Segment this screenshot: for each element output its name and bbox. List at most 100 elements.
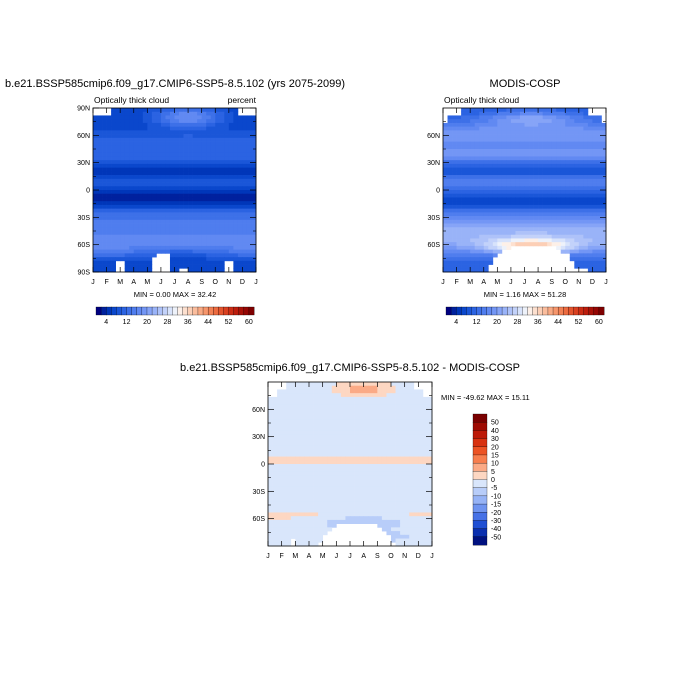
field-cell [574, 190, 580, 195]
field-cell [219, 197, 225, 202]
field-cell [443, 160, 448, 165]
colorbar-swatch [481, 306, 488, 316]
field-cell [336, 486, 342, 491]
field-cell [233, 268, 239, 273]
field-cell [345, 396, 351, 401]
field-cell [309, 482, 314, 487]
field-cell [359, 464, 365, 469]
field-cell [120, 108, 126, 113]
field-cell [340, 426, 346, 431]
field-cell [251, 260, 257, 265]
field-cell [133, 160, 139, 165]
field-cell [210, 208, 216, 213]
field-cell [233, 208, 239, 213]
colorbar-label: 36 [534, 319, 542, 326]
field-cell [596, 152, 602, 157]
field-cell [299, 419, 305, 424]
field-cell [295, 471, 301, 476]
field-cell [322, 478, 328, 483]
field-cell [331, 426, 337, 431]
field-cell [233, 145, 239, 150]
field-cell [133, 141, 139, 146]
field-cell [160, 122, 166, 127]
field-cell [501, 115, 507, 120]
field-cell [215, 111, 221, 116]
field-cell [483, 197, 489, 202]
field-cell [538, 163, 543, 168]
field-cell [219, 260, 225, 265]
field-cell [461, 253, 466, 258]
field-cell [452, 268, 457, 273]
field-cell [197, 242, 203, 247]
field-cell [574, 234, 580, 239]
field-cell [461, 108, 466, 113]
field-cell [596, 231, 602, 236]
field-cell [97, 245, 103, 250]
field-cell [447, 257, 453, 262]
field-cell [120, 238, 126, 243]
field-cell [124, 108, 130, 113]
field-cell [224, 201, 230, 206]
field-cell [169, 145, 175, 150]
field-cell [215, 167, 221, 172]
field-cell [583, 219, 589, 224]
field-cell [215, 137, 221, 142]
field-cell [413, 452, 419, 457]
field-cell [574, 197, 580, 202]
field-cell [533, 156, 539, 161]
field-cell [381, 490, 387, 495]
field-cell [391, 464, 396, 469]
field-cell [565, 197, 571, 202]
field-cell [197, 160, 203, 165]
field-cell [322, 464, 328, 469]
field-cell [479, 264, 485, 269]
field-cell [447, 204, 453, 209]
field-cell [210, 260, 216, 265]
field-cell [501, 197, 507, 202]
field-cell [299, 385, 305, 390]
field-cell [560, 152, 566, 157]
field-cell [237, 260, 243, 265]
field-cell [418, 475, 424, 480]
field-cell [533, 119, 539, 124]
field-cell [533, 204, 539, 209]
field-cell [151, 249, 157, 254]
field-cell [569, 182, 575, 187]
field-cell [400, 478, 406, 483]
field-cell [106, 238, 112, 243]
field-cell [156, 160, 162, 165]
field-cell [565, 152, 571, 157]
field-cell [404, 523, 410, 528]
field-cell [93, 231, 98, 236]
field-cell [418, 452, 424, 457]
field-cell [97, 186, 103, 191]
field-cell [443, 257, 448, 262]
field-cell [290, 404, 296, 409]
field-cell [359, 482, 365, 487]
field-cell [350, 456, 355, 461]
field-cell [174, 204, 180, 209]
field-cell [142, 249, 148, 254]
field-cell [299, 434, 305, 439]
field-cell [447, 253, 453, 258]
field-cell [179, 182, 184, 187]
field-cell [587, 260, 593, 265]
field-cell [340, 456, 346, 461]
field-cell [336, 385, 342, 390]
field-cell [169, 186, 175, 191]
field-cell [120, 204, 126, 209]
field-cell [583, 141, 589, 146]
x-tick-label: O [563, 279, 569, 286]
field-cell [120, 134, 126, 139]
field-cell [529, 171, 534, 176]
field-cell [404, 497, 410, 502]
field-cell [188, 171, 193, 176]
field-cell [151, 145, 157, 150]
field-cell [501, 245, 507, 250]
field-cell [381, 475, 387, 480]
field-cell [363, 408, 369, 413]
field-cell [538, 141, 543, 146]
field-cell [340, 404, 346, 409]
field-cell [569, 178, 575, 183]
colorbar-swatch [445, 306, 452, 316]
